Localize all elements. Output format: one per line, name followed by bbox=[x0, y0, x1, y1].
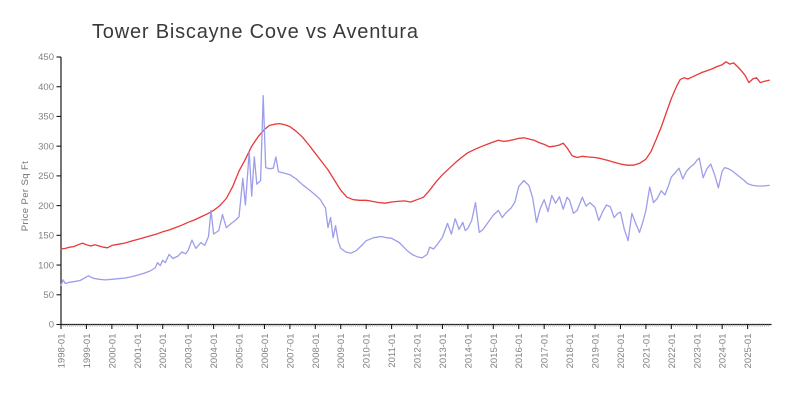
axis-tick-labels: 0 50 100 150 200 250 300 350 400 450 1998-01 1999-0… bbox=[38, 52, 754, 368]
y-tick-label: 0 bbox=[49, 320, 54, 331]
series-lines bbox=[60, 61, 770, 286]
y-tick-label: 300 bbox=[38, 141, 54, 152]
y-axis-label: Price Per Sq Ft bbox=[20, 161, 31, 231]
x-axis-minor-ticks bbox=[60, 324, 770, 327]
y-tick-label: 150 bbox=[38, 231, 54, 242]
x-tick-label: 2010-01 bbox=[362, 334, 373, 369]
x-tick-label: 2013-01 bbox=[438, 334, 449, 369]
y-tick-label: 200 bbox=[38, 201, 54, 212]
y-tick-label: 450 bbox=[38, 52, 54, 63]
axes bbox=[60, 57, 772, 326]
x-tick-label: 2012-01 bbox=[413, 334, 424, 369]
x-tick-label: 2022-01 bbox=[667, 334, 678, 369]
x-tick-label: 2024-01 bbox=[718, 334, 729, 369]
x-tick-label: 1998-01 bbox=[57, 334, 68, 369]
x-tick-label: 2014-01 bbox=[463, 334, 474, 369]
y-tick-label: 400 bbox=[38, 82, 54, 93]
x-tick-label: 2009-01 bbox=[336, 334, 347, 369]
y-tick-label: 350 bbox=[38, 112, 54, 123]
x-tick-label: 1999-01 bbox=[82, 334, 93, 369]
x-tick-label: 2016-01 bbox=[514, 334, 525, 369]
y-tick-label: 50 bbox=[43, 290, 54, 301]
axis-major-ticks bbox=[56, 56, 749, 329]
x-tick-label: 2002-01 bbox=[158, 334, 169, 369]
x-tick-label: 2000-01 bbox=[107, 334, 118, 369]
series-aventura-line bbox=[60, 94, 770, 286]
x-tick-label: 2011-01 bbox=[387, 334, 398, 368]
x-tick-label: 2023-01 bbox=[692, 334, 703, 369]
x-tick-label: 2019-01 bbox=[591, 334, 602, 369]
x-tick-label: 2004-01 bbox=[209, 334, 220, 369]
chart-title: Tower Biscayne Cove vs Aventura bbox=[92, 21, 419, 43]
x-tick-label: 2025-01 bbox=[743, 334, 754, 369]
x-tick-label: 2018-01 bbox=[565, 334, 576, 369]
x-tick-label: 2008-01 bbox=[311, 334, 322, 369]
x-tick-label: 2006-01 bbox=[260, 334, 271, 369]
x-tick-label: 2007-01 bbox=[285, 334, 296, 369]
series-tower-biscayne-cove-line bbox=[60, 61, 770, 250]
x-tick-label: 2017-01 bbox=[540, 334, 551, 369]
x-tick-label: 2021-01 bbox=[641, 334, 652, 369]
x-tick-label: 2020-01 bbox=[616, 334, 627, 369]
y-tick-label: 100 bbox=[38, 260, 54, 271]
y-tick-label: 250 bbox=[38, 171, 54, 182]
x-tick-label: 2015-01 bbox=[489, 334, 500, 369]
x-tick-label: 2003-01 bbox=[184, 334, 195, 369]
x-tick-label: 2001-01 bbox=[133, 334, 144, 369]
x-tick-label: 2005-01 bbox=[235, 334, 246, 369]
